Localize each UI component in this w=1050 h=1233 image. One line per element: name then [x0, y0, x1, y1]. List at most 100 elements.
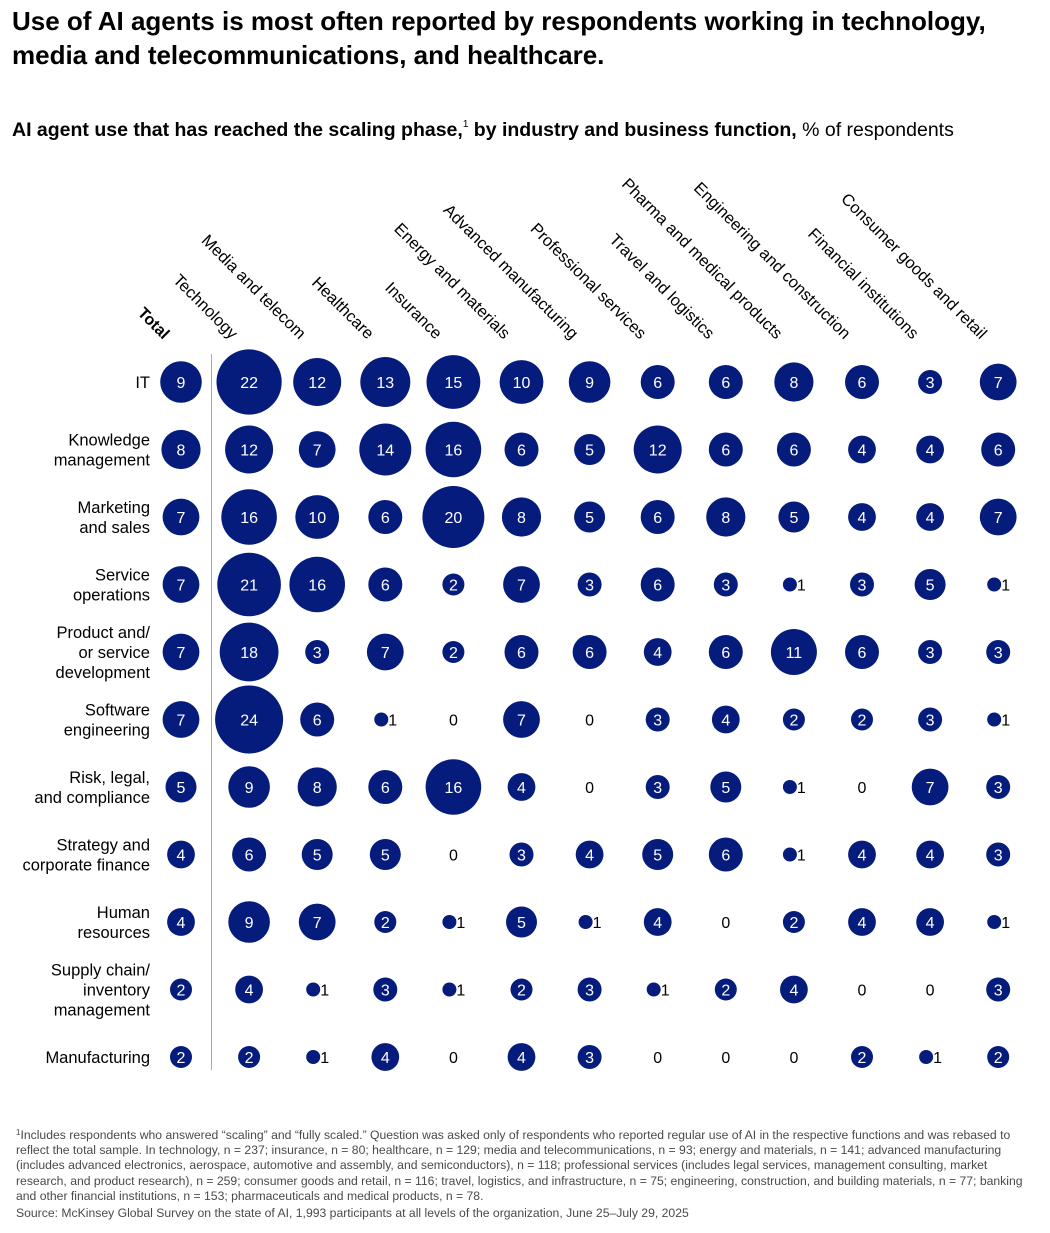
- bubble-manufacturing-healthcare: [371, 1043, 400, 1071]
- bubble-risk-legal-and-compliance-insurance: [425, 759, 482, 815]
- row-label-human-resources-line-2: resources: [78, 924, 150, 942]
- bubble-marketing-and-sales-advanced-manufacturing: [574, 501, 606, 533]
- bubble-strategy-and-corporate-finance-pharma-and-medical-products: [782, 847, 797, 862]
- chart-subtitle: AI agent use that has reached the scalin…: [12, 112, 1042, 143]
- value-label-supply-chain-inventory-management-advanced-manufacturing: 3: [585, 983, 594, 1000]
- bubble-software-engineering-engineering-and-construction: [851, 708, 873, 731]
- value-label-knowledge-management-technology: 12: [240, 443, 258, 460]
- value-label-manufacturing-healthcare: 4: [381, 1050, 390, 1067]
- value-label-marketing-and-sales-technology: 16: [240, 510, 258, 527]
- bubble-manufacturing-total: [170, 1046, 192, 1068]
- bubble-supply-chain-inventory-management-insurance: [442, 982, 457, 997]
- bubble-supply-chain-inventory-management-media-and-telecom: [306, 982, 321, 997]
- bubble-software-engineering-total: [162, 701, 200, 738]
- value-label-risk-legal-and-compliance-advanced-manufacturing: 0: [585, 780, 594, 797]
- value-label-risk-legal-and-compliance-insurance: 16: [445, 780, 463, 797]
- bubble-service-operations-advanced-manufacturing: [577, 572, 602, 597]
- value-label-service-operations-engineering-and-construction: 3: [858, 578, 867, 595]
- bubble-human-resources-professional-services: [643, 908, 672, 936]
- bubble-knowledge-management-pharma-and-medical-products: [776, 432, 811, 467]
- column-header-professional-services: Professional services: [527, 220, 650, 343]
- value-label-marketing-and-sales-total: 7: [177, 510, 186, 527]
- value-label-manufacturing-consumer-goods-and-retail: 2: [994, 1050, 1003, 1067]
- value-label-human-resources-healthcare: 2: [381, 915, 390, 932]
- value-label-service-operations-travel-and-logistics: 3: [721, 578, 730, 595]
- row-label-software-engineering-line-2: engineering: [64, 722, 150, 740]
- bubble-manufacturing-energy-and-materials: [507, 1043, 536, 1071]
- bubble-knowledge-management-healthcare: [359, 423, 412, 476]
- bubble-service-operations-healthcare: [368, 567, 403, 602]
- bubble-software-engineering-energy-and-materials: [503, 701, 540, 738]
- footnote-marker: 1: [16, 1128, 21, 1137]
- bubble-marketing-and-sales-total: [162, 498, 200, 536]
- value-label-strategy-and-corporate-finance-healthcare: 5: [381, 848, 390, 865]
- bubble-it-technology: [216, 349, 282, 415]
- bubble-service-operations-total: [162, 566, 200, 603]
- bubble-human-resources-consumer-goods-and-retail: [987, 915, 1002, 929]
- bubble-service-operations-insurance: [442, 573, 465, 596]
- bubble-knowledge-management-advanced-manufacturing: [574, 434, 606, 465]
- bubble-human-resources-healthcare: [374, 911, 397, 933]
- bubble-supply-chain-inventory-management-total: [170, 978, 192, 1001]
- value-label-risk-legal-and-compliance-technology: 9: [245, 780, 254, 797]
- bubble-knowledge-management-energy-and-materials: [504, 432, 539, 467]
- value-label-supply-chain-inventory-management-pharma-and-medical-products: 4: [789, 983, 798, 1000]
- row-label-human-resources-line-1: Human: [97, 904, 150, 922]
- bubble-knowledge-management-consumer-goods-and-retail: [981, 432, 1016, 467]
- value-label-service-operations-technology: 21: [240, 578, 258, 595]
- value-label-supply-chain-inventory-management-financial-institutions: 0: [926, 983, 935, 1000]
- value-label-product-and-or-service-development-consumer-goods-and-retail: 3: [994, 645, 1003, 662]
- value-label-supply-chain-inventory-management-healthcare: 3: [381, 983, 390, 1000]
- value-label-product-and-or-service-development-media-and-telecom: 3: [313, 645, 322, 662]
- value-label-human-resources-pharma-and-medical-products: 2: [789, 915, 798, 932]
- value-label-strategy-and-corporate-finance-travel-and-logistics: 6: [721, 848, 730, 865]
- value-label-marketing-and-sales-engineering-and-construction: 4: [858, 510, 867, 527]
- bubble-strategy-and-corporate-finance-advanced-manufacturing: [575, 840, 604, 869]
- row-label-risk-legal-and-compliance-line-2: and compliance: [34, 789, 150, 807]
- bubble-service-operations-travel-and-logistics: [713, 572, 738, 597]
- value-label-software-engineering-engineering-and-construction: 2: [858, 713, 867, 730]
- value-label-supply-chain-inventory-management-technology: 4: [245, 983, 254, 1000]
- bubble-software-engineering-technology: [215, 685, 284, 754]
- bubble-product-and-or-service-development-energy-and-materials: [504, 635, 539, 669]
- bubble-knowledge-management-insurance: [425, 421, 482, 478]
- row-label-strategy-and-corporate-finance-line-1: Strategy and: [56, 837, 150, 855]
- value-label-software-engineering-travel-and-logistics: 4: [721, 713, 730, 730]
- value-label-human-resources-total: 4: [177, 915, 186, 932]
- value-label-strategy-and-corporate-finance-total: 4: [177, 848, 186, 865]
- value-label-risk-legal-and-compliance-consumer-goods-and-retail: 3: [994, 780, 1003, 797]
- bubble-strategy-and-corporate-finance-consumer-goods-and-retail: [986, 842, 1011, 867]
- value-label-product-and-or-service-development-travel-and-logistics: 6: [721, 645, 730, 662]
- value-label-strategy-and-corporate-finance-advanced-manufacturing: 4: [585, 848, 594, 865]
- bubble-risk-legal-and-compliance-financial-institutions: [911, 768, 949, 806]
- bubble-supply-chain-inventory-management-energy-and-materials: [510, 978, 533, 1001]
- value-label-risk-legal-and-compliance-media-and-telecom: 8: [313, 780, 322, 797]
- bubble-software-engineering-healthcare: [374, 712, 389, 727]
- value-label-strategy-and-corporate-finance-financial-institutions: 4: [926, 848, 935, 865]
- value-label-it-insurance: 15: [445, 375, 463, 392]
- row-label-software-engineering-line-1: Software: [85, 702, 150, 720]
- value-label-it-advanced-manufacturing: 9: [585, 375, 594, 392]
- bubble-service-operations-pharma-and-medical-products: [782, 577, 797, 592]
- value-label-human-resources-engineering-and-construction: 4: [858, 915, 867, 932]
- bubble-software-engineering-professional-services: [645, 707, 670, 732]
- value-label-marketing-and-sales-insurance: 20: [445, 510, 463, 527]
- value-label-service-operations-media-and-telecom: 16: [308, 578, 326, 595]
- bubble-software-engineering-media-and-telecom: [300, 702, 335, 737]
- bubble-product-and-or-service-development-media-and-telecom: [305, 640, 330, 664]
- bubble-human-resources-technology: [228, 901, 270, 943]
- bubble-strategy-and-corporate-finance-healthcare: [369, 839, 401, 870]
- value-label-it-healthcare: 13: [376, 375, 394, 392]
- value-label-marketing-and-sales-consumer-goods-and-retail: 7: [994, 510, 1003, 527]
- value-label-supply-chain-inventory-management-insurance: 1: [456, 983, 465, 1000]
- row-label-knowledge-management-line-2: management: [54, 452, 151, 470]
- value-label-service-operations-consumer-goods-and-retail: 1: [1001, 578, 1010, 595]
- bubble-risk-legal-and-compliance-energy-and-materials: [507, 773, 536, 801]
- bubble-software-engineering-financial-institutions: [918, 707, 943, 732]
- bubble-strategy-and-corporate-finance-travel-and-logistics: [708, 837, 743, 872]
- value-label-product-and-or-service-development-pharma-and-medical-products: 11: [786, 645, 803, 662]
- value-label-risk-legal-and-compliance-pharma-and-medical-products: 1: [797, 780, 806, 797]
- value-label-it-media-and-telecom: 12: [308, 375, 326, 392]
- bubble-marketing-and-sales-financial-institutions: [916, 503, 944, 531]
- bubble-product-and-or-service-development-pharma-and-medical-products: [770, 629, 817, 675]
